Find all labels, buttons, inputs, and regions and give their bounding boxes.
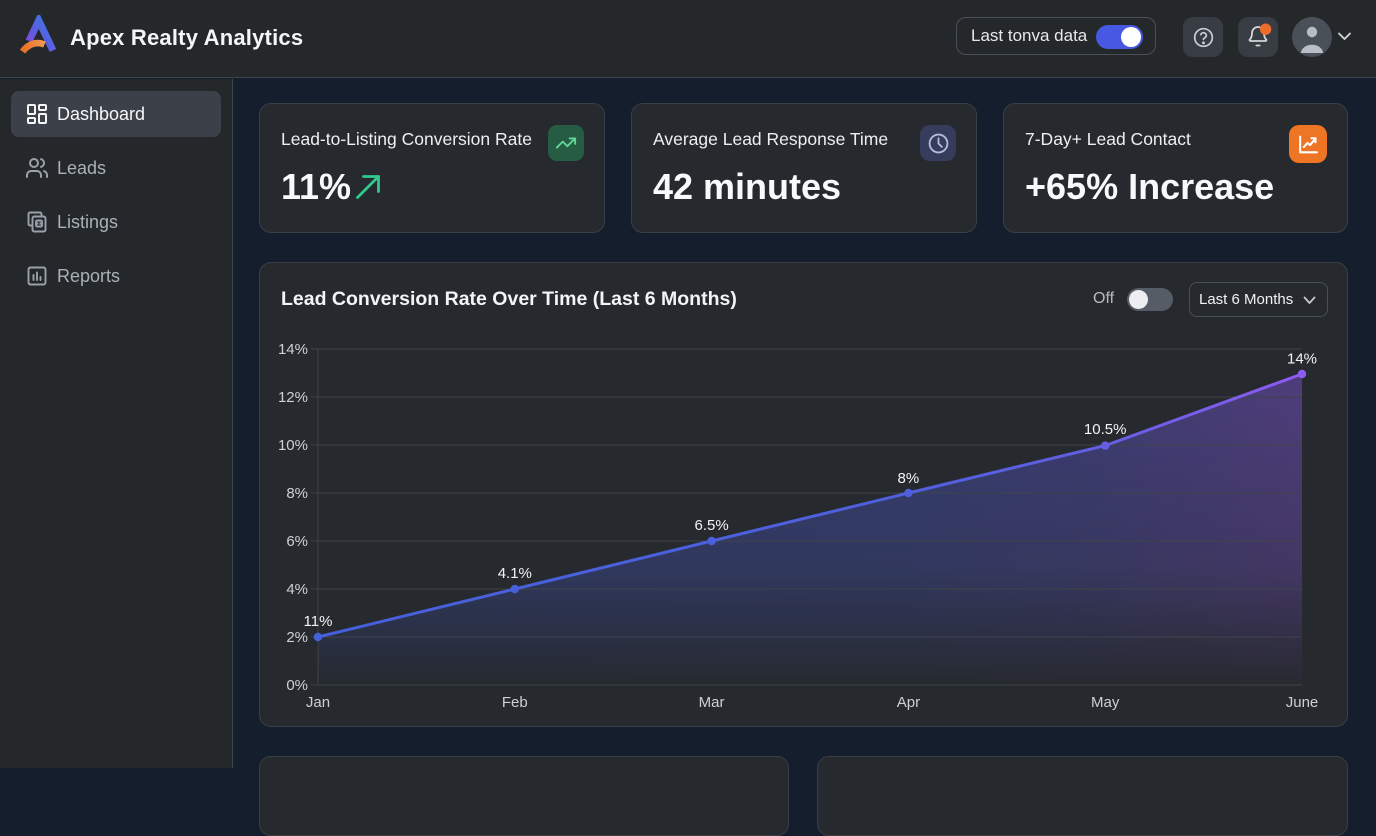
svg-text:Jan: Jan	[306, 694, 330, 711]
svg-text:10.5%: 10.5%	[1084, 421, 1127, 438]
svg-text:May: May	[1091, 694, 1120, 711]
svg-text:Mar: Mar	[699, 694, 725, 711]
svg-text:14%: 14%	[1287, 351, 1317, 368]
svg-text:14%: 14%	[278, 341, 308, 358]
svg-text:12%: 12%	[278, 389, 308, 406]
svg-text:4.1%: 4.1%	[498, 565, 532, 582]
svg-text:8%: 8%	[286, 485, 308, 502]
svg-text:8%: 8%	[898, 470, 920, 487]
svg-text:10%: 10%	[278, 437, 308, 454]
svg-text:2%: 2%	[286, 629, 308, 646]
svg-text:Apr: Apr	[897, 694, 920, 711]
svg-text:0%: 0%	[286, 677, 308, 694]
svg-text:4%: 4%	[286, 581, 308, 598]
svg-text:June: June	[1286, 694, 1319, 711]
svg-text:Feb: Feb	[502, 694, 528, 711]
svg-text:6%: 6%	[286, 533, 308, 550]
svg-text:6.5%: 6.5%	[694, 517, 728, 534]
svg-text:11%: 11%	[304, 613, 333, 630]
